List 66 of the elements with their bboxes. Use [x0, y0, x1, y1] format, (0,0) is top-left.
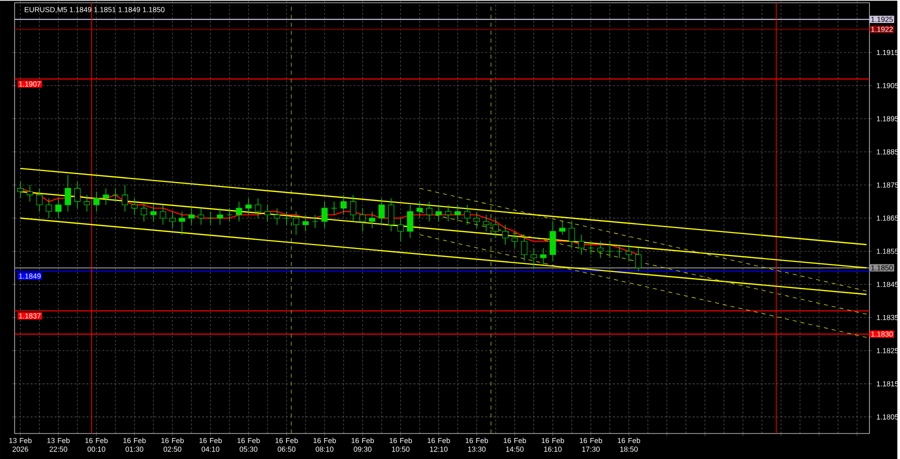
candlestick [616, 244, 622, 258]
candlestick [150, 204, 157, 222]
candlestick [178, 210, 186, 235]
candlestick [274, 208, 280, 225]
candlestick [606, 240, 613, 258]
candlestick [169, 210, 176, 228]
candlestick [550, 220, 556, 262]
candlestick [578, 234, 584, 255]
candlestick [264, 204, 271, 222]
candlestick [521, 234, 528, 262]
candlestick [350, 194, 356, 222]
candlestick [26, 184, 33, 202]
candlestick [512, 230, 518, 248]
candlestick [226, 208, 233, 222]
candlestick [93, 191, 100, 212]
candlestick [398, 218, 404, 242]
candlestick [388, 198, 394, 232]
candlestick [207, 210, 214, 225]
candlestick [502, 224, 508, 245]
candlestick [588, 240, 594, 255]
candlestick [378, 198, 385, 225]
candlestick [597, 240, 604, 258]
candlestick [568, 220, 575, 248]
candlestick [84, 194, 90, 212]
candlestick [216, 208, 224, 225]
candlestick [302, 214, 309, 232]
candlestick [122, 184, 128, 212]
candlestick [245, 198, 252, 215]
candlestick [540, 247, 546, 265]
candlestick [483, 214, 490, 232]
candlestick [454, 204, 461, 222]
candlestick [160, 204, 166, 225]
candlestick [445, 204, 452, 222]
candlestick [340, 194, 347, 215]
candlestick [55, 198, 62, 218]
candlestick [17, 181, 24, 198]
candlestick [131, 198, 138, 215]
candlestick [321, 201, 328, 228]
candlestick [102, 188, 110, 206]
candlestick [426, 201, 432, 222]
candlestick [312, 214, 318, 228]
candlestick [330, 201, 338, 215]
candlestick [283, 210, 290, 225]
candlestick [140, 201, 148, 222]
candlestick [492, 218, 499, 238]
candlestick [188, 208, 195, 225]
candlestick [474, 210, 480, 228]
candlestick [64, 174, 71, 212]
candlestick [292, 210, 300, 235]
candlestick [464, 204, 470, 225]
candlestick [369, 210, 376, 228]
candlestick [198, 208, 204, 225]
candlestick [530, 247, 537, 268]
candlestick [112, 188, 119, 202]
candlestick [36, 188, 42, 212]
candlestick [407, 204, 414, 238]
candlestick [74, 181, 80, 208]
candlestick [635, 247, 642, 272]
candlestick [559, 220, 566, 235]
candlestick [254, 198, 262, 218]
candlestick [46, 198, 52, 218]
candlestick [436, 204, 442, 222]
candlestick [360, 208, 366, 232]
candlestick [416, 201, 423, 218]
candlestick [626, 244, 632, 262]
candlestick [236, 201, 242, 222]
